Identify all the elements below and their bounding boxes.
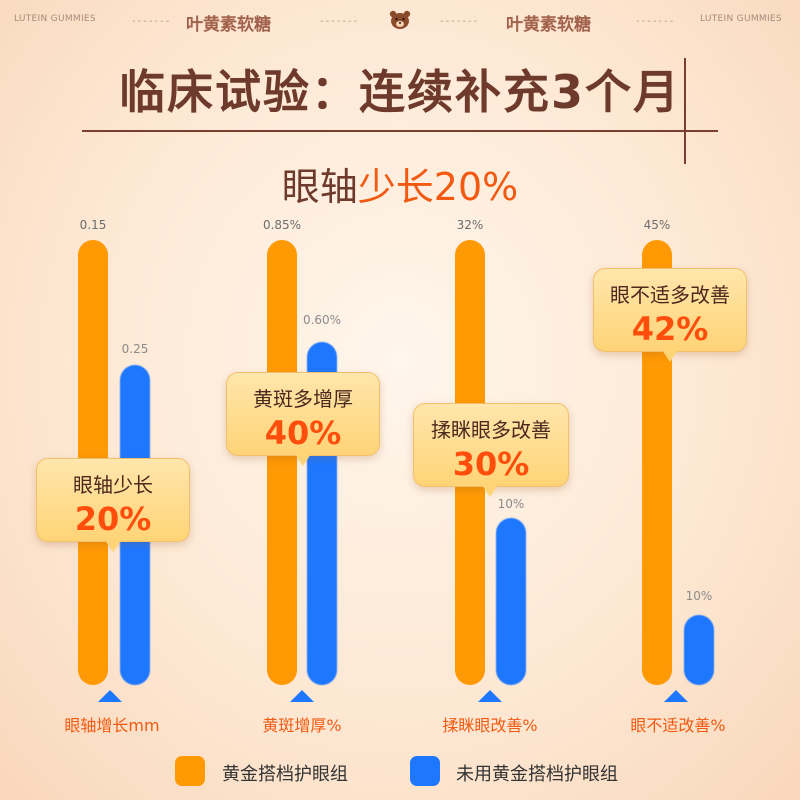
- value-label-orange: 32%: [456, 218, 484, 232]
- callout-label: 黄斑多增厚: [253, 387, 353, 411]
- value-label-blue: 10%: [497, 497, 525, 511]
- bar-blue-discomfort: [684, 615, 714, 685]
- callout-bubble: 眼不适多改善 42%: [593, 268, 747, 362]
- value-label-orange: 0.85%: [262, 218, 302, 232]
- brand-english-left: LUTEIN GUMMIES: [14, 14, 96, 24]
- page-title: 临床试验：连续补充3个月: [118, 65, 681, 119]
- top-brand-bar: LUTEIN GUMMIES ------- 叶黄素软糖 ------- ---…: [0, 0, 800, 46]
- legend-label: 未用黄金搭档护眼组: [456, 764, 618, 785]
- callout-value: 40%: [264, 414, 342, 452]
- brand-chinese-left: 叶黄素软糖: [186, 15, 271, 35]
- divider-dashes: -------: [132, 16, 172, 27]
- legend-label: 黄金搭档护眼组: [222, 764, 348, 785]
- bar-blue-squint: [496, 518, 526, 685]
- callout-label: 眼不适多改善: [610, 283, 730, 307]
- divider-dashes: -------: [440, 16, 480, 27]
- callout-pointer: [295, 454, 311, 466]
- legend-swatch-blue: [410, 756, 440, 786]
- bear-logo-icon: [389, 10, 411, 29]
- subtitle-highlight: 少长20%: [357, 165, 519, 209]
- divider-dashes: -------: [636, 16, 676, 27]
- callout-label: 眼轴少长: [73, 473, 153, 497]
- callout-value: 30%: [452, 445, 530, 483]
- axis-marker-icon: [664, 690, 688, 702]
- callout-value: 42%: [631, 310, 709, 348]
- bar-orange-macula: [267, 240, 297, 685]
- value-label-orange: 0.15: [79, 218, 107, 232]
- callout-bubble: 眼轴少长 20%: [36, 458, 190, 552]
- title-vertical-rule: [684, 58, 686, 164]
- axis-marker-icon: [98, 690, 122, 702]
- value-label-blue: 10%: [685, 589, 713, 603]
- chart-subtitle: 眼轴少长20%: [0, 156, 800, 211]
- title-underline: [82, 130, 718, 132]
- callout-value: 20%: [74, 500, 152, 538]
- legend-swatch-orange: [175, 756, 205, 786]
- value-label-blue: 0.25: [121, 342, 149, 356]
- callout-pointer: [105, 540, 121, 552]
- axis-marker-icon: [478, 690, 502, 702]
- brand-english-right: LUTEIN GUMMIES: [700, 14, 782, 24]
- value-label-orange: 45%: [643, 218, 671, 232]
- value-label-blue: 0.60%: [302, 313, 342, 327]
- callout-bubble: 黄斑多增厚 40%: [226, 372, 380, 466]
- category-label: 揉眯眼改善%: [442, 716, 538, 735]
- callout-pointer: [482, 485, 498, 497]
- category-label: 眼不适改善%: [630, 716, 726, 735]
- subtitle-prefix: 眼轴: [281, 165, 358, 209]
- callout-pointer: [662, 350, 678, 362]
- axis-marker-icon: [290, 690, 314, 702]
- brand-chinese-right: 叶黄素软糖: [506, 15, 591, 35]
- callout-label: 揉眯眼多改善: [431, 418, 551, 442]
- category-label: 黄斑增厚%: [262, 716, 342, 735]
- category-label: 眼轴增长mm: [64, 716, 160, 735]
- callout-bubble: 揉眯眼多改善 30%: [413, 403, 569, 497]
- divider-dashes: -------: [320, 16, 360, 27]
